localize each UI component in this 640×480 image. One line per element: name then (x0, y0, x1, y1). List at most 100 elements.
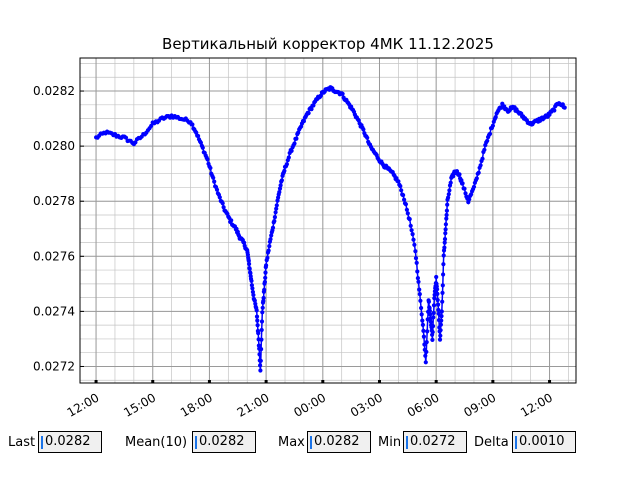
stat-delta-field[interactable]: 0.0010 (512, 431, 576, 453)
data-point (487, 131, 493, 136)
data-point (217, 195, 222, 200)
x-tick-mark (151, 380, 155, 383)
data-point (438, 328, 443, 333)
data-point (423, 353, 428, 358)
data-point (440, 299, 445, 304)
cursor-marker (310, 436, 312, 449)
x-tick-mark (377, 380, 381, 383)
data-point (426, 299, 431, 304)
data-point (441, 262, 446, 267)
data-point (467, 197, 472, 202)
data-point (414, 260, 419, 265)
data-point (361, 127, 366, 132)
data-point (279, 178, 284, 183)
data-point (294, 136, 299, 141)
data-point (229, 218, 234, 223)
y-tick-label: 0.0274 (33, 304, 75, 318)
x-tick-label: 03:00 (348, 390, 385, 419)
data-point (404, 207, 409, 212)
data-point (416, 279, 421, 284)
data-point (190, 122, 195, 127)
x-tick-label: 06:00 (405, 390, 442, 419)
data-point (412, 242, 417, 247)
stat-max-field[interactable]: 0.0282 (307, 431, 371, 453)
data-point (247, 261, 252, 267)
x-tick-label: 21:00 (235, 390, 272, 419)
x-tick-label: 18:00 (178, 390, 215, 419)
stat-delta-value: 0.0010 (519, 434, 565, 449)
data-point (408, 223, 413, 228)
data-point (263, 275, 268, 280)
data-point (432, 296, 437, 301)
data-point (277, 186, 283, 191)
data-point (252, 298, 257, 303)
data-point (205, 157, 210, 162)
data-point (221, 205, 226, 210)
data-point (420, 322, 425, 327)
data-point (260, 305, 265, 310)
data-point (267, 244, 272, 249)
data-point (266, 248, 271, 253)
data-point (482, 147, 487, 152)
stat-last-field[interactable]: 0.0282 (38, 431, 102, 453)
stat-mean-field[interactable]: 0.0282 (192, 431, 256, 453)
data-point (208, 165, 213, 171)
data-point (443, 227, 448, 232)
data-point (430, 330, 435, 335)
data-point (256, 343, 261, 348)
stat-mean-value: 0.0282 (199, 434, 245, 449)
data-point (258, 368, 263, 373)
data-point (421, 328, 426, 333)
data-point (242, 240, 247, 245)
x-tick-label: 12:00 (65, 390, 102, 419)
data-point (448, 180, 453, 185)
data-point (273, 210, 278, 215)
data-point (442, 240, 447, 245)
data-point (413, 256, 419, 261)
data-point (256, 331, 261, 336)
data-point (282, 168, 287, 173)
data-point (263, 270, 268, 275)
data-point (262, 287, 267, 292)
data-point (258, 358, 263, 363)
plot-frame (79, 57, 577, 384)
data-point (399, 188, 404, 193)
data-point (415, 269, 420, 274)
data-point (444, 212, 449, 218)
data-point (439, 314, 444, 319)
data-point (474, 176, 479, 181)
stat-min-field[interactable]: 0.0272 (403, 431, 467, 453)
y-tick-label: 0.0276 (33, 249, 75, 263)
data-point (411, 237, 416, 242)
data-point (133, 140, 138, 145)
data-point (407, 217, 412, 222)
data-point (459, 178, 464, 183)
data-point (438, 333, 443, 338)
data-point (493, 115, 498, 120)
data-point (277, 190, 282, 195)
data-point (415, 276, 420, 281)
data-point (286, 155, 291, 160)
data-point (220, 201, 225, 206)
data-point (435, 291, 440, 296)
data-point (428, 312, 433, 317)
data-point (424, 349, 429, 354)
data-point (200, 145, 205, 150)
data-point (430, 324, 436, 329)
data-point (289, 148, 294, 153)
stat-last-value: 0.0282 (45, 434, 91, 449)
data-point (254, 314, 260, 319)
data-point (439, 309, 444, 314)
data-point (457, 172, 462, 177)
data-point (420, 318, 425, 323)
data-point (431, 303, 437, 308)
data-point (419, 305, 424, 311)
data-point (409, 228, 414, 233)
data-point (437, 337, 443, 342)
data-point (440, 283, 445, 288)
data-point (424, 340, 429, 345)
data-point (278, 183, 283, 188)
x-tick-mark (264, 380, 268, 383)
y-tick-label: 0.0280 (33, 139, 75, 153)
